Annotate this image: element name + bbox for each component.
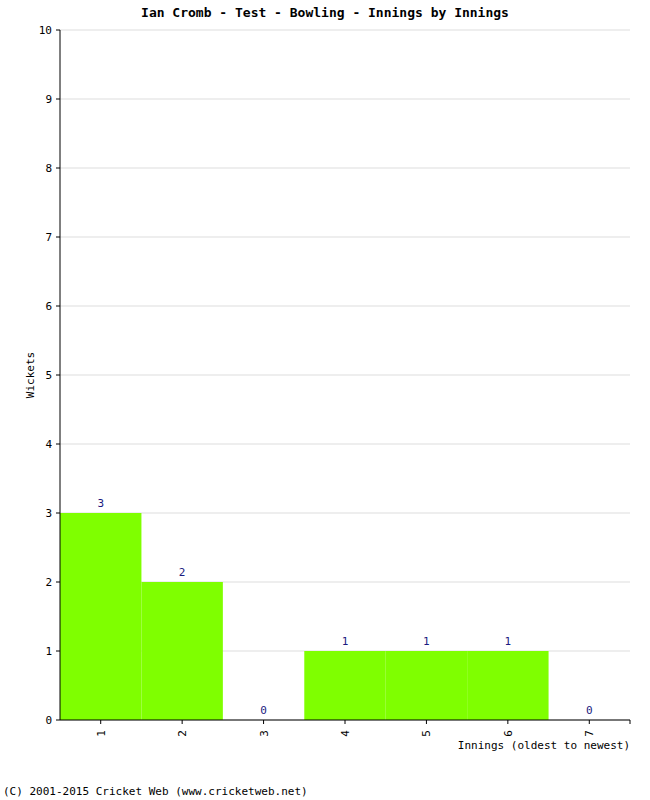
grid-line <box>60 306 630 307</box>
y-tick-label: 4 <box>45 438 52 451</box>
y-tick <box>56 99 60 100</box>
grid-line <box>60 99 630 100</box>
y-tick <box>56 375 60 376</box>
y-tick-label: 0 <box>45 714 52 727</box>
x-tick-label: 7 <box>583 730 596 737</box>
y-tick-label: 3 <box>45 507 52 520</box>
bar <box>141 582 222 720</box>
data-label: 1 <box>505 635 512 648</box>
y-tick-label: 1 <box>45 645 52 658</box>
x-tick-label: 1 <box>95 730 108 737</box>
x-tick-label: 6 <box>502 730 515 737</box>
y-tick <box>56 720 60 721</box>
y-tick-label: 2 <box>45 576 52 589</box>
y-tick <box>56 651 60 652</box>
data-label: 1 <box>342 635 349 648</box>
x-tick-label: 3 <box>258 730 271 737</box>
y-tick-label: 5 <box>45 369 52 382</box>
x-axis-end <box>630 720 631 724</box>
bar <box>386 651 467 720</box>
y-tick <box>56 306 60 307</box>
y-axis-label: Wickets <box>24 352 37 398</box>
grid-line <box>60 513 630 514</box>
title: Ian Cromb - Test - Bowling - Innings by … <box>141 5 509 20</box>
data-label: 0 <box>586 704 593 717</box>
x-tick <box>507 720 508 724</box>
x-tick <box>100 720 101 724</box>
x-tick <box>589 720 590 724</box>
grid-line <box>60 30 630 31</box>
chart-container: 01234567891032011101234567Ian Cromb - Te… <box>0 0 650 800</box>
data-label: 0 <box>260 704 267 717</box>
y-tick-label: 9 <box>45 93 52 106</box>
y-tick-label: 10 <box>39 24 52 37</box>
x-tick <box>345 720 346 724</box>
x-tick <box>182 720 183 724</box>
bar <box>467 651 548 720</box>
grid-line <box>60 237 630 238</box>
x-tick <box>263 720 264 724</box>
y-tick-label: 8 <box>45 162 52 175</box>
bar <box>60 513 141 720</box>
background <box>0 0 650 800</box>
x-axis-label: Innings (oldest to newest) <box>458 739 630 752</box>
x-tick <box>426 720 427 724</box>
y-tick <box>56 582 60 583</box>
chart-svg: 01234567891032011101234567Ian Cromb - Te… <box>0 0 650 800</box>
grid-line <box>60 375 630 376</box>
x-tick-label: 2 <box>176 730 189 737</box>
data-label: 1 <box>423 635 430 648</box>
y-axis <box>60 30 61 720</box>
grid-line <box>60 168 630 169</box>
bars <box>60 513 549 720</box>
bar <box>304 651 385 720</box>
copyright: (C) 2001-2015 Cricket Web (www.cricketwe… <box>3 785 308 798</box>
y-tick-label: 6 <box>45 300 52 313</box>
y-tick <box>56 444 60 445</box>
grid-line <box>60 444 630 445</box>
y-tick <box>56 30 60 31</box>
x-tick-label: 5 <box>420 730 433 737</box>
x-tick-label: 4 <box>339 730 352 737</box>
y-tick <box>56 237 60 238</box>
data-label: 2 <box>179 566 186 579</box>
y-tick-label: 7 <box>45 231 52 244</box>
data-label: 3 <box>97 497 104 510</box>
y-tick <box>56 168 60 169</box>
y-tick <box>56 513 60 514</box>
